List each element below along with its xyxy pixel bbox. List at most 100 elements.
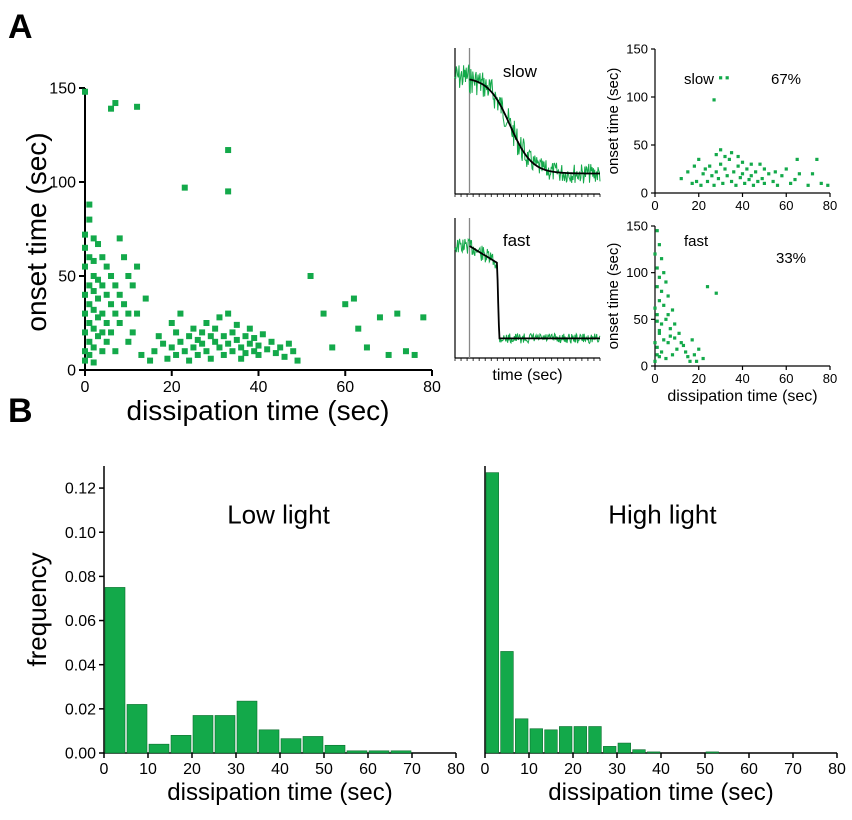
scatter-point: [751, 183, 756, 187]
scatter-point: [103, 291, 110, 298]
scatter-point: [659, 289, 664, 293]
histogram-bar: [346, 750, 368, 754]
scatter-point: [134, 310, 141, 317]
scatter-point: [420, 314, 427, 321]
scatter-point: [82, 244, 88, 251]
scatter-point: [207, 333, 214, 340]
scatter-point: [712, 98, 716, 102]
scatter-point: [355, 325, 362, 332]
B-high-x-tick-label: 50: [696, 761, 714, 778]
scatter-point: [666, 294, 670, 298]
scatter-point: [736, 164, 740, 168]
scatter-point: [673, 322, 677, 326]
scatter-point: [125, 338, 132, 345]
B-high-x-tick-label: 70: [784, 761, 802, 778]
scatter-point: [754, 170, 758, 174]
scatter-point: [82, 310, 88, 317]
scatter-point: [168, 320, 175, 326]
scatter-point: [714, 170, 718, 174]
scatter-point: [190, 344, 197, 351]
scatter-point: [679, 177, 683, 181]
B-low-x-tick-label: 0: [100, 761, 109, 778]
A-fast-scatter-percent: 33%: [776, 250, 806, 267]
histogram-bar: [192, 715, 214, 754]
scatter-point: [712, 183, 716, 187]
scatter-point: [99, 282, 106, 289]
scatter-point: [177, 338, 184, 345]
scatter-point: [290, 348, 297, 355]
A-main-y-tick-label: 0: [67, 363, 76, 380]
scatter-point: [242, 350, 249, 357]
A-trace-fast-label: fast: [503, 231, 531, 250]
scatter-point: [760, 177, 764, 181]
scatter-point: [112, 348, 119, 355]
scatter-point: [725, 174, 729, 178]
scatter-point: [659, 322, 664, 326]
B-high-x-tick-label: 80: [828, 761, 846, 778]
scatter-point: [775, 183, 780, 187]
scatter-point: [767, 172, 771, 176]
scatter-point: [662, 271, 666, 275]
scatter-point: [723, 167, 727, 171]
scatter-point: [246, 340, 253, 347]
scatter-point: [212, 325, 219, 332]
scatter-point: [686, 170, 690, 174]
scatter-point: [203, 320, 210, 326]
scatter-point: [677, 331, 681, 335]
B-low-y-tick-label: 0.06: [65, 613, 96, 630]
scatter-point: [784, 167, 788, 171]
scatter-point: [653, 306, 657, 310]
scatter-point: [734, 183, 738, 187]
B-high-x-tick-label: 0: [481, 761, 490, 778]
scatter-point: [810, 172, 815, 176]
scatter-point: [655, 345, 659, 349]
scatter-point: [664, 356, 668, 361]
scatter-point: [233, 321, 240, 328]
scatter-point: [168, 344, 175, 351]
scatter-point: [173, 329, 180, 336]
scatter-point: [773, 170, 777, 174]
A-fast-scatter-y-label: onset time (sec): [605, 243, 622, 350]
scatter-point: [719, 162, 723, 166]
scatter-point: [108, 273, 115, 279]
histogram-bar: [148, 743, 170, 754]
A-main-y-tick-label: 100: [49, 175, 76, 192]
a-main-y-label: onset time (sec): [21, 132, 52, 331]
scatter-point: [116, 235, 123, 242]
scatter-point: [385, 351, 392, 358]
scatter-point: [697, 157, 701, 161]
scatter-point: [797, 172, 801, 176]
A-fast-scatter-x-label: dissipation time (sec): [667, 388, 817, 405]
B-high-x-tick-label: 10: [520, 761, 538, 778]
scatter-point: [653, 359, 657, 363]
B-low-x-tick-label: 50: [315, 761, 333, 778]
scatter-point: [233, 336, 240, 343]
scatter-point: [662, 303, 666, 307]
scatter-point: [285, 340, 292, 347]
scatter-point: [103, 338, 110, 345]
B-low-y-tick-label: 0.04: [65, 657, 96, 674]
histogram-bar: [485, 472, 499, 754]
scatter-point: [657, 328, 661, 333]
scatter-point: [116, 291, 123, 298]
B-low-y-tick-label: 0.10: [65, 525, 96, 542]
scatter-point: [710, 174, 714, 178]
histogram-bar: [559, 726, 573, 754]
scatter-point: [264, 346, 271, 353]
scatter-point: [806, 183, 810, 187]
scatter-point: [701, 356, 705, 361]
scatter-point: [112, 100, 119, 107]
scatter-point: [82, 348, 88, 355]
scatter-point: [99, 329, 106, 336]
scatter-point: [108, 329, 115, 336]
scatter-point: [82, 88, 88, 95]
scatter-point: [90, 306, 97, 313]
B-low-title: Low light: [227, 499, 330, 529]
scatter-point: [657, 331, 661, 335]
A-fast-scatter-y-tick-label: 50: [634, 312, 648, 327]
scatter-point: [705, 179, 710, 184]
A-main-x-tick-label: 80: [423, 379, 441, 396]
scatter-point: [238, 355, 245, 362]
A-main-x-tick-label: 40: [250, 379, 268, 396]
scatter-point: [721, 181, 725, 185]
